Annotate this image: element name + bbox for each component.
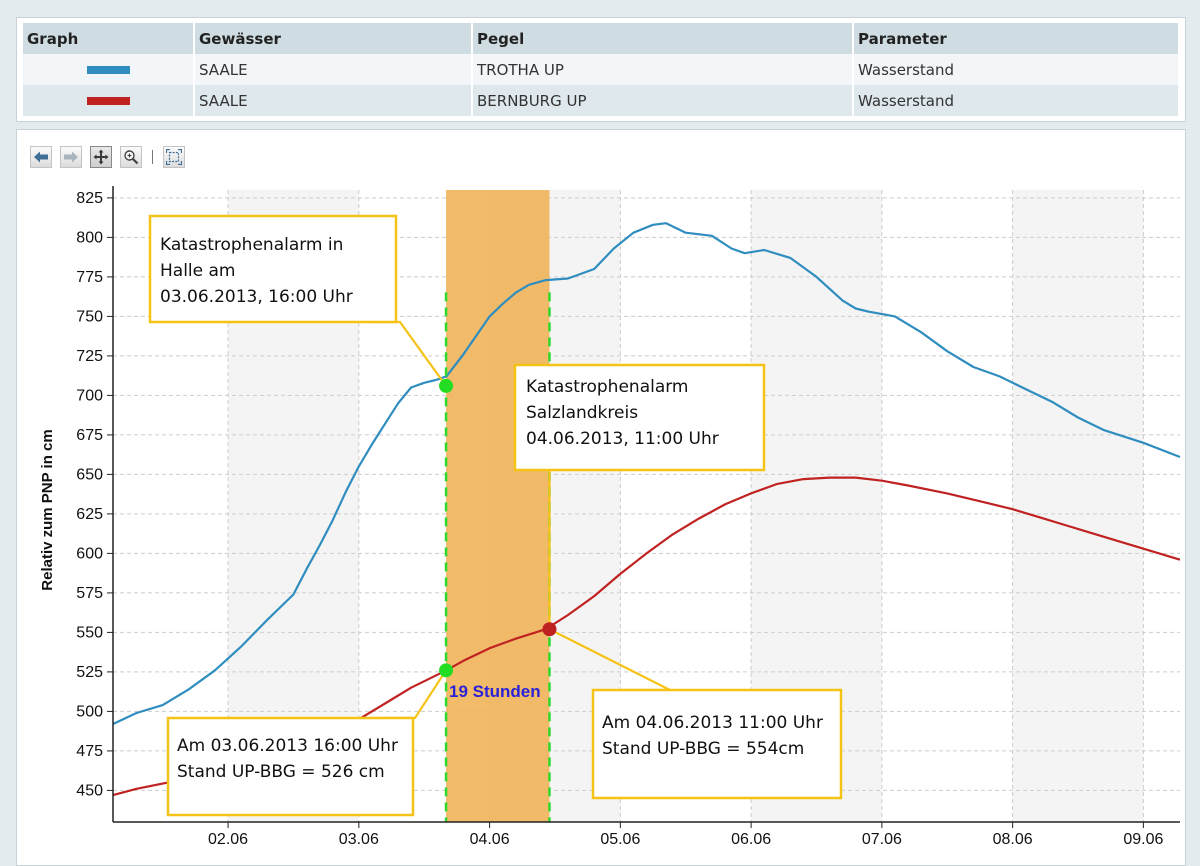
annotation-text: Salzlandkreis [526, 403, 638, 423]
annotation-box [166, 716, 415, 817]
event-lines [444, 292, 551, 822]
legend-pegel-link[interactable]: BERNBURG UP [473, 85, 854, 116]
legend-swatch-cell [23, 85, 195, 116]
legend-gewaesser: SAALE [195, 54, 473, 85]
legend-panel: Graph Gewässer Pegel Parameter SAALE TRO… [16, 17, 1186, 122]
annotation-text: Stand UP-BBG = 526 cm [177, 762, 385, 782]
legend-row[interactable]: SAALE BERNBURG UP Wasserstand [23, 85, 1178, 116]
x-tick-label: 05.06 [600, 831, 640, 848]
x-tick-label: 09.06 [1123, 831, 1163, 848]
series-line-trotha [112, 222, 1181, 725]
y-tick-label: 600 [76, 545, 103, 562]
series-swatch-bernburg [87, 97, 130, 105]
annotation-text: Katastrophenalarm [526, 377, 689, 397]
annotation-text: 04.06.2013, 11:00 Uhr [526, 429, 719, 449]
highlight-label: 19 Stunden [449, 682, 541, 701]
legend-gewaesser: SAALE [195, 85, 473, 116]
zoom-reset-icon[interactable] [163, 146, 185, 168]
y-axis-label: Relativ zum PNP in cm [39, 429, 56, 590]
header-gewaesser: Gewässer [195, 23, 473, 54]
y-tick-label: 575 [76, 585, 103, 602]
event-markers [439, 378, 557, 678]
header-graph: Graph [23, 23, 195, 54]
x-tick-labels: 02.06 03.06 04.06 05.06 06.06 07.06 08.06 09.06 [208, 831, 1163, 848]
zoom-icon[interactable] [120, 146, 142, 168]
back-icon[interactable] [30, 146, 52, 168]
y-tick-label: 500 [76, 703, 103, 720]
y-tick-label: 825 [76, 190, 103, 207]
legend-swatch-cell [23, 54, 195, 85]
event-marker [439, 663, 454, 678]
legend-pegel-link[interactable]: TROTHA UP [473, 54, 854, 85]
event-marker [542, 622, 557, 637]
y-tick-label: 550 [76, 624, 103, 641]
chart-axes [107, 186, 1180, 828]
y-tick-label: 525 [76, 664, 103, 681]
x-tick-label: 07.06 [862, 831, 902, 848]
x-tick-label: 04.06 [470, 831, 510, 848]
y-tick-label: 700 [76, 387, 103, 404]
annotation-text: Katastrophenalarm in [160, 235, 343, 255]
y-tick-label: 450 [76, 782, 103, 799]
annotation-box [591, 688, 843, 800]
x-tick-label: 02.06 [208, 831, 248, 848]
y-tick-label: 775 [76, 269, 103, 286]
y-tick-label: 650 [76, 466, 103, 483]
legend-header-row: Graph Gewässer Pegel Parameter [23, 23, 1178, 54]
series-swatch-trotha [87, 66, 130, 74]
day-band [1012, 190, 1144, 822]
y-tick-label: 625 [76, 506, 103, 523]
event-marker [439, 378, 454, 393]
chart-toolbar [30, 144, 193, 170]
annotation-boxes: Katastrophenalarm in Halle am 03.06.2013, … [148, 214, 843, 817]
header-pegel: Pegel [473, 23, 854, 54]
annotation-box [513, 363, 766, 472]
toolbar-separator [152, 150, 153, 164]
annotation-text: 03.06.2013, 16:00 Uhr [160, 287, 353, 307]
annotation-text: Am 04.06.2013 11:00 Uhr [602, 713, 823, 733]
x-tick-label: 08.06 [993, 831, 1033, 848]
pan-icon[interactable] [90, 146, 112, 168]
annotation-box [148, 214, 398, 324]
x-tick-label: 03.06 [339, 831, 379, 848]
y-tick-label: 675 [76, 427, 103, 444]
legend-parameter: Wasserstand [854, 85, 1178, 116]
highlight-band [446, 190, 550, 822]
legend-parameter: Wasserstand [854, 54, 1178, 85]
y-tick-label: 750 [76, 308, 103, 325]
y-tick-label: 800 [76, 229, 103, 246]
annotation-text: Am 03.06.2013 16:00 Uhr [177, 736, 398, 756]
legend-table: Graph Gewässer Pegel Parameter SAALE TRO… [23, 23, 1178, 116]
annotation-text: Stand UP-BBG = 554cm [602, 739, 804, 759]
annotation-text: Halle am [160, 261, 236, 281]
y-tick-label: 475 [76, 743, 103, 760]
y-tick-labels: 450 475 500 525 550 575 600 625 650 675 700 725 750 7… [76, 190, 103, 800]
forward-icon[interactable] [60, 146, 82, 168]
x-tick-label: 06.06 [731, 831, 771, 848]
header-parameter: Parameter [854, 23, 1178, 54]
legend-row[interactable]: SAALE TROTHA UP Wasserstand [23, 54, 1178, 85]
y-tick-label: 725 [76, 348, 103, 365]
